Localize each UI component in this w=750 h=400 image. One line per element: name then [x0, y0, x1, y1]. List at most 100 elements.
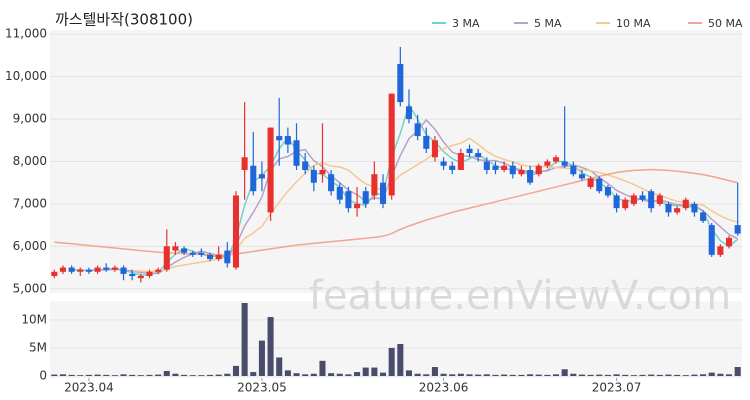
volume-bar [302, 374, 309, 376]
candle-body [665, 203, 672, 213]
volume-bar [379, 372, 387, 376]
volume-bar [725, 374, 733, 376]
volume-bar [206, 374, 214, 376]
candle-body [734, 225, 741, 234]
x-tick-label: 2023.04 [64, 381, 114, 395]
candle-body [596, 178, 603, 192]
volume-bar [120, 374, 127, 376]
candle-body [250, 165, 257, 192]
volume-bar [181, 374, 188, 376]
candle-body [674, 208, 681, 213]
volume-bar [561, 369, 568, 376]
volume-bar [527, 374, 534, 376]
candle-body [483, 161, 490, 170]
volume-bar [613, 374, 620, 376]
volume-bar [68, 374, 75, 376]
volume-bar [103, 374, 110, 376]
candle-body [319, 169, 326, 175]
candle-body [206, 254, 214, 260]
volume-bar [544, 374, 551, 376]
watermark: feature.enViewV.com [309, 273, 731, 319]
candle-body [397, 63, 404, 103]
candle-body [622, 199, 629, 209]
legend-label: 50 MA [708, 17, 743, 30]
volume-bar [59, 374, 67, 376]
volume-bar [656, 374, 663, 376]
candle-body [163, 246, 170, 270]
volume-bar [51, 374, 58, 376]
candle-body [630, 195, 637, 204]
x-tick-label: 2023.07 [592, 381, 642, 395]
volume-bar [111, 375, 118, 376]
volume-bar [604, 374, 611, 376]
volume-bar [587, 374, 594, 376]
candle-body [224, 250, 231, 264]
legend-item: 50 MA [688, 17, 743, 30]
volume-bar [509, 374, 516, 376]
candle-body [293, 140, 300, 166]
candle-body [648, 191, 655, 209]
legend-item: 3 MA [432, 17, 480, 30]
volume-bar [77, 375, 84, 376]
candle-body [492, 165, 499, 170]
volume-bar [224, 373, 231, 376]
candle-body [302, 161, 309, 170]
volume-bar [483, 374, 490, 376]
y-tick-label: 11,000 [5, 27, 47, 41]
legend-item: 10 MA [596, 17, 651, 30]
candle-body [354, 203, 361, 209]
candle-body [284, 136, 291, 145]
candle-body [639, 195, 646, 200]
volume-bar [137, 375, 144, 376]
candle-body [129, 273, 136, 277]
x-tick-label: 2023.06 [419, 381, 469, 395]
volume-bar [250, 372, 257, 376]
volume-bar [85, 374, 92, 376]
volume-bar [172, 373, 179, 376]
candle-body [691, 203, 698, 213]
volume-bar [215, 374, 222, 376]
candle-body [440, 161, 447, 166]
candle-body [362, 191, 369, 204]
candle-body [501, 165, 508, 170]
volume-panel [50, 301, 742, 378]
volume-bar [449, 374, 456, 376]
volume-bar [648, 374, 655, 376]
y-tick-label: 9,000 [13, 112, 47, 126]
volume-bar [146, 374, 153, 376]
volume-bar [232, 365, 240, 376]
candle-body [682, 199, 689, 209]
chart-title: 까스텔바작(308100) [55, 11, 193, 29]
volume-bar [258, 340, 265, 376]
candle-body [725, 237, 733, 247]
volume-bar [388, 347, 395, 376]
candle-body [155, 269, 162, 272]
candle-body [570, 165, 577, 175]
volume-bar [371, 367, 378, 376]
candle-body [276, 136, 283, 141]
candle-body [587, 178, 594, 187]
volume-bar [362, 367, 369, 376]
candle-body [103, 267, 110, 270]
volume-bar [276, 357, 283, 376]
volume-bar [319, 360, 326, 376]
candle-body [51, 271, 58, 277]
y-tick-label: 7,000 [13, 196, 47, 210]
legend-label: 3 MA [452, 17, 480, 30]
y-tick-label: 6,000 [13, 239, 47, 253]
candle-body [258, 174, 265, 179]
candle-body [552, 157, 560, 162]
volume-bar [189, 375, 196, 376]
volume-bar [501, 374, 508, 376]
volume-bar [717, 373, 724, 376]
candle-body [232, 195, 240, 268]
candle-body [561, 161, 568, 166]
candle-body [527, 169, 534, 183]
legend-item: 5 MA [514, 17, 562, 30]
volume-bar [267, 317, 274, 376]
volume-bar [535, 374, 542, 376]
volume-bar [328, 373, 335, 376]
candle-body [181, 248, 188, 253]
candle-body [172, 246, 179, 251]
candle-body [414, 123, 421, 137]
